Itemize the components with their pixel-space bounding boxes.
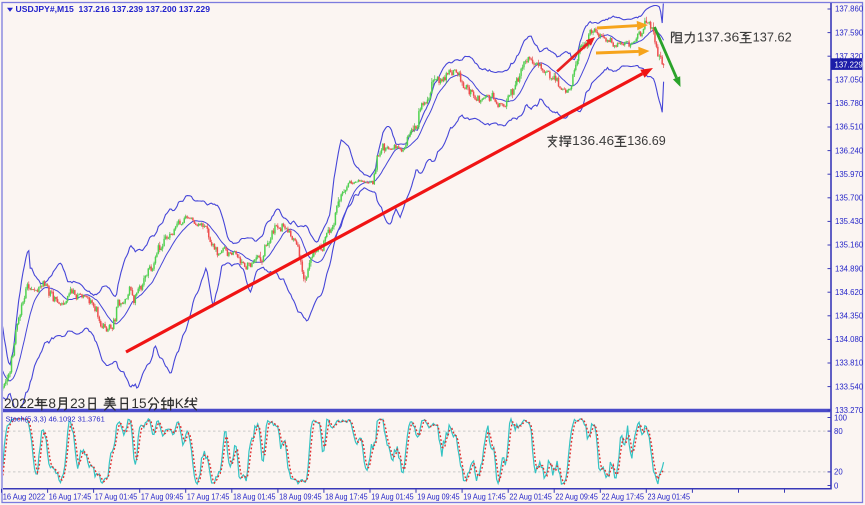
- svg-text:K: K: [175, 396, 184, 411]
- svg-text:17 Aug 17:45: 17 Aug 17:45: [187, 493, 230, 502]
- svg-text:22 Aug 17:45: 22 Aug 17:45: [602, 493, 645, 502]
- svg-text:135.970: 135.970: [835, 170, 864, 179]
- svg-text:134.080: 134.080: [835, 335, 864, 344]
- svg-text:135.160: 135.160: [835, 241, 864, 250]
- svg-text:0: 0: [834, 481, 839, 490]
- svg-text:USDJPY#,M15 137.216 137.239 1: USDJPY#,M15 137.216 137.239 137.200 137.…: [16, 4, 211, 14]
- svg-text:19 Aug 09:45: 19 Aug 09:45: [417, 493, 460, 502]
- svg-text:22 Aug 01:45: 22 Aug 01:45: [509, 493, 552, 502]
- svg-text:136.780: 136.780: [835, 99, 864, 108]
- svg-text:18 Aug 17:45: 18 Aug 17:45: [325, 493, 368, 502]
- svg-text:2022: 2022: [4, 396, 34, 411]
- svg-text:19 Aug 01:45: 19 Aug 01:45: [371, 493, 414, 502]
- svg-text:134.620: 134.620: [835, 288, 864, 297]
- svg-text:23: 23: [70, 396, 85, 411]
- svg-text:19 Aug 17:45: 19 Aug 17:45: [463, 493, 506, 502]
- svg-text:137.229: 137.229: [835, 60, 863, 69]
- svg-text:22 Aug 09:45: 22 Aug 09:45: [555, 493, 598, 502]
- svg-text:137.320: 137.320: [835, 52, 864, 61]
- svg-text:137.62: 137.62: [753, 29, 792, 44]
- svg-text:136.510: 136.510: [835, 123, 864, 132]
- svg-text:17 Aug 01:45: 17 Aug 01:45: [95, 493, 138, 502]
- svg-text:23 Aug 01:45: 23 Aug 01:45: [648, 493, 691, 502]
- svg-text:20: 20: [834, 468, 843, 477]
- svg-text:16 Aug 17:45: 16 Aug 17:45: [49, 493, 92, 502]
- svg-text:Stoch(5,3,3) 46.1092 31.3761: Stoch(5,3,3) 46.1092 31.3761: [6, 415, 105, 424]
- svg-text:135.430: 135.430: [835, 217, 864, 226]
- svg-text:8: 8: [48, 396, 56, 411]
- svg-text:137.36: 137.36: [697, 29, 740, 44]
- svg-text:100: 100: [834, 413, 848, 422]
- svg-text:136.46: 136.46: [572, 134, 614, 148]
- svg-text:137.860: 137.860: [835, 5, 864, 14]
- svg-text:135.700: 135.700: [835, 194, 864, 203]
- svg-text:80: 80: [834, 427, 843, 436]
- svg-text:133.270: 133.270: [835, 406, 864, 415]
- svg-text:16 Aug 2022: 16 Aug 2022: [3, 493, 46, 502]
- svg-text:133.540: 133.540: [835, 382, 864, 391]
- svg-text:134.890: 134.890: [835, 264, 864, 273]
- svg-text:136.69: 136.69: [627, 134, 666, 148]
- svg-text:137.590: 137.590: [835, 28, 864, 37]
- svg-text:133.810: 133.810: [835, 359, 864, 368]
- svg-text:136.240: 136.240: [835, 146, 864, 155]
- svg-text:17 Aug 09:45: 17 Aug 09:45: [141, 493, 184, 502]
- svg-text:18 Aug 01:45: 18 Aug 01:45: [233, 493, 276, 502]
- svg-text:137.050: 137.050: [835, 76, 864, 85]
- svg-text:15: 15: [131, 396, 146, 411]
- svg-text:134.350: 134.350: [835, 312, 864, 321]
- svg-text:18 Aug 09:45: 18 Aug 09:45: [279, 493, 322, 502]
